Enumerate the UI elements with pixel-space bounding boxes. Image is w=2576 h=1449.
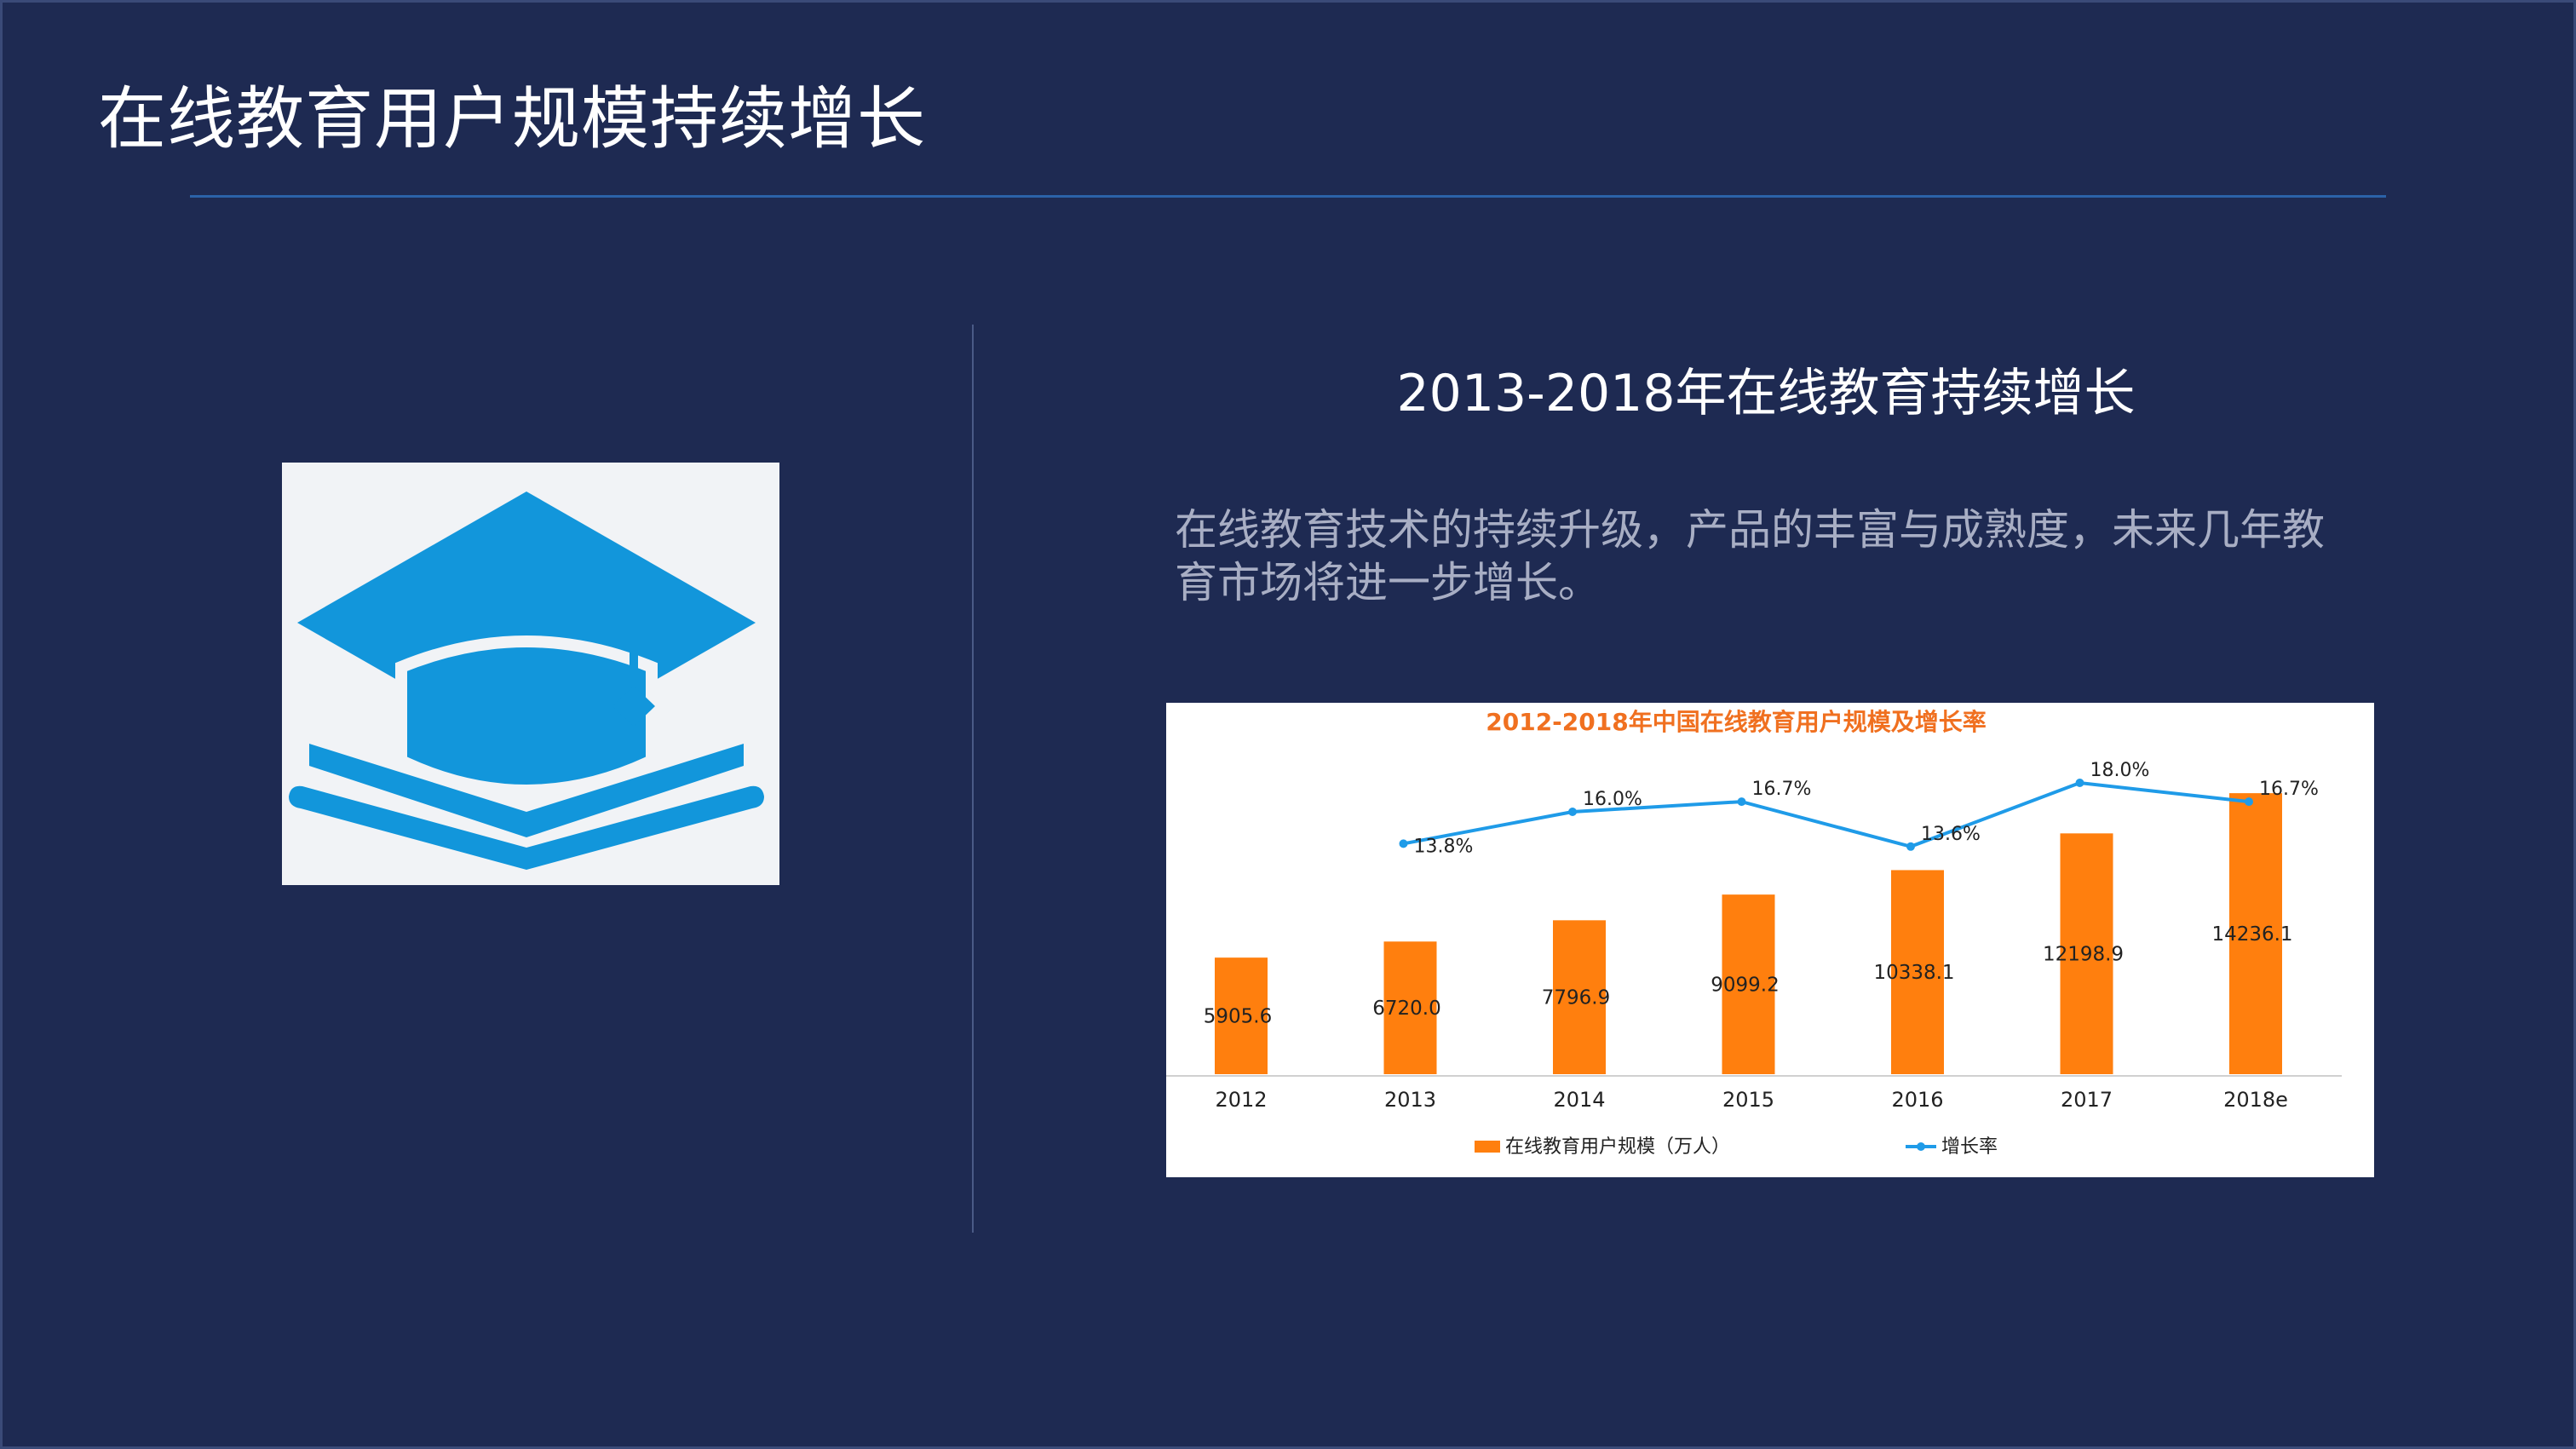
x-tick-label-2018e: 2018e <box>2223 1088 2288 1112</box>
bar-2013 <box>1383 941 1437 1074</box>
book-page-bottom <box>289 785 764 870</box>
legend-line-label: 增长率 <box>1941 1136 1998 1158</box>
title-divider <box>190 195 2386 198</box>
x-tick-label-2012: 2012 <box>1215 1088 1267 1112</box>
legend-line-marker <box>1917 1142 1925 1151</box>
page-title: 在线教育用户规模持续增长 <box>98 79 926 158</box>
chart-subtitle: 2013-2018年在线教育持续增长 <box>1396 364 2136 423</box>
bar-label-2018e: 14236.1 <box>2211 923 2292 946</box>
chart-title: 2012-2018年中国在线教育用户规模及增长率 <box>1486 708 1986 736</box>
bar-2017 <box>2060 833 2113 1074</box>
bar-2018e <box>2229 793 2282 1074</box>
growth-point-2016 <box>1906 842 1915 851</box>
growth-rate-line <box>1403 780 2250 848</box>
growth-label-2015: 16.7% <box>1752 779 1812 800</box>
growth-label-2018e: 16.7% <box>2259 779 2319 800</box>
cap-body <box>395 635 658 796</box>
bar-label-2012: 5905.6 <box>1204 1006 1272 1028</box>
bar-label-2015: 9099.2 <box>1711 975 1779 997</box>
growth-point-2017 <box>2075 779 2084 787</box>
x-tick-label-2013: 2013 <box>1384 1088 1436 1112</box>
bar-2014 <box>1553 920 1606 1074</box>
legend-bar-label: 在线教育用户规模（万人） <box>1505 1136 1730 1158</box>
bar-label-2014: 7796.9 <box>1542 987 1610 1009</box>
tassel <box>612 686 655 727</box>
bar-2015 <box>1722 894 1775 1074</box>
education-logo <box>282 463 779 885</box>
description-text: 在线教育技术的持续升级，产品的丰富与成熟度，未来几年教育市场将进一步增长。 <box>1175 505 2325 607</box>
growth-label-2016: 13.6% <box>1921 824 1981 845</box>
bar-2012 <box>1215 957 1268 1074</box>
graduation-cap-on-book-icon <box>289 492 764 870</box>
growth-label-2017: 18.0% <box>2090 760 2150 781</box>
bar-2016 <box>1891 870 1944 1074</box>
growth-point-2018e <box>2245 797 2253 807</box>
legend-bar-swatch <box>1475 1141 1500 1153</box>
growth-point-2015 <box>1737 797 1746 807</box>
bar-label-2017: 12198.9 <box>2043 944 2124 966</box>
bar-label-2013: 6720.0 <box>1372 998 1440 1020</box>
growth-point-2013 <box>1399 839 1408 848</box>
growth-point-2014 <box>1568 808 1577 816</box>
x-tick-label-2017: 2017 <box>2061 1088 2113 1112</box>
chart-panel: 2012-2018年中国在线教育用户规模及增长率 5905.6 2012 6720.0… <box>1166 703 2374 1177</box>
growth-label-2014: 16.0% <box>1583 789 1642 810</box>
growth-label-2013: 13.8% <box>1414 836 1474 857</box>
book-page-top <box>309 744 744 837</box>
growth-chart: 2012-2018年中国在线教育用户规模及增长率 5905.6 2012 6720.0… <box>1166 708 2342 1158</box>
x-tick-label-2015: 2015 <box>1722 1088 1774 1112</box>
bar-label-2016: 10338.1 <box>1873 962 1954 984</box>
vertical-divider <box>972 325 974 1233</box>
x-tick-label-2016: 2016 <box>1891 1088 1943 1112</box>
x-tick-label-2014: 2014 <box>1553 1088 1605 1112</box>
